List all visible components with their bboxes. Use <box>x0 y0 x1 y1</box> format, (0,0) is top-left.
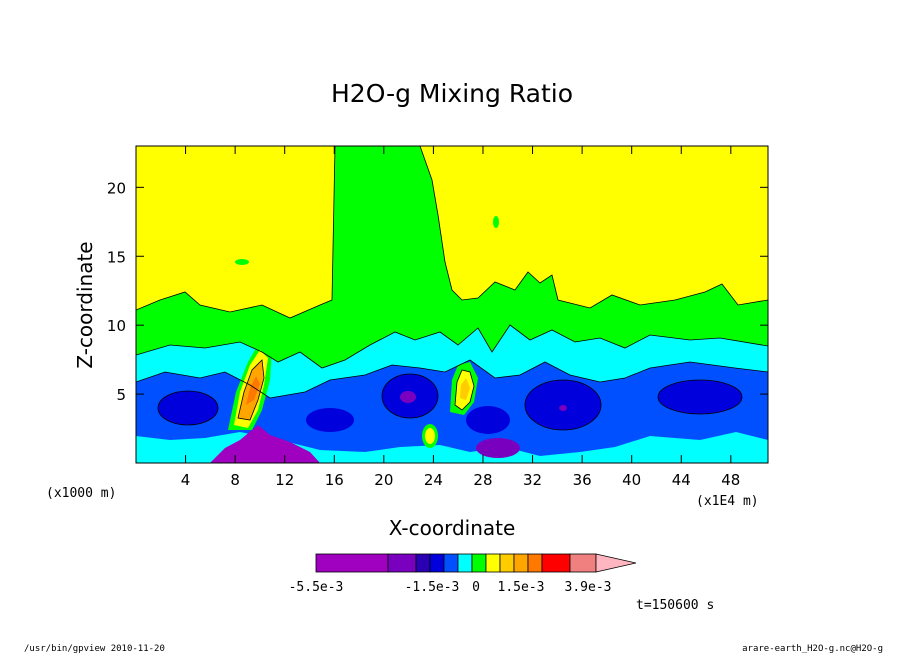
colorbar-swatch <box>415 553 431 573</box>
field-purple-low <box>210 425 320 463</box>
x-tick-label: 12 <box>275 471 294 489</box>
x-tick-label: 20 <box>374 471 393 489</box>
colorbar-swatch <box>541 553 571 573</box>
chart-title: H2O-g Mixing Ratio <box>331 79 573 108</box>
colorbar-swatch <box>429 553 445 573</box>
field-darkblue-5 <box>306 408 354 432</box>
field-darkorange-plume-1 <box>246 376 260 405</box>
x-tick-label: 44 <box>672 471 691 489</box>
colorbar-swatch <box>471 553 487 573</box>
colorbar-swatch <box>485 553 501 573</box>
colorbar-swatch <box>315 553 389 573</box>
time-label: t=150600 s <box>636 598 714 613</box>
x-unit-right-label: (x1E4 m) <box>696 494 759 509</box>
field-green-speck-2 <box>493 216 499 228</box>
x-tick-label: 48 <box>721 471 740 489</box>
colorbar-swatch <box>387 553 417 573</box>
x-tick-label: 36 <box>573 471 592 489</box>
y-axis-label: Z-coordinate <box>73 241 97 368</box>
colorbar-arrow <box>595 553 637 573</box>
x-tick-label: 28 <box>473 471 492 489</box>
x-tick-label: 4 <box>181 471 191 489</box>
y-tick-label: 10 <box>107 317 126 335</box>
colorbar-label-2: -1.5e-3 <box>405 580 460 595</box>
field-indigo-2 <box>559 405 567 411</box>
x-tick-label: 8 <box>230 471 240 489</box>
x-axis: 4 8 12 16 20 24 28 32 36 40 44 48 <box>181 146 740 489</box>
field-indigo-3 <box>476 438 520 458</box>
colorbar-labels: -5.5e-3 -1.5e-3 0 1.5e-3 3.9e-3 <box>289 580 612 595</box>
colorbar-swatch <box>513 553 529 573</box>
colorbar-label-5: 3.9e-3 <box>565 580 612 595</box>
footer-left: /usr/bin/gpview 2010-11-20 <box>24 644 165 654</box>
field-yellow-spot-inner <box>425 428 435 444</box>
colorbar-label-3: 0 <box>472 580 480 595</box>
x-tick-label: 40 <box>622 471 641 489</box>
plot-frame <box>135 145 769 464</box>
colorbar-label-4: 1.5e-3 <box>498 580 545 595</box>
y-tick-label: 20 <box>107 179 126 197</box>
colorbar-swatch <box>569 553 597 573</box>
colorbar-swatch <box>527 553 543 573</box>
x-tick-label: 24 <box>424 471 443 489</box>
field-darkblue-1 <box>158 391 218 425</box>
x-axis-label: X-coordinate <box>389 516 516 540</box>
field-darkblue-6 <box>466 406 510 434</box>
field-orange-plume-2 <box>460 378 470 400</box>
colorbar-swatch <box>499 553 515 573</box>
field-green-speck-1 <box>235 259 249 265</box>
y-tick-label: 15 <box>107 248 126 266</box>
y-tick-label: 5 <box>116 386 126 404</box>
x-tick-label: 16 <box>325 471 344 489</box>
y-axis: 5 10 15 20 <box>107 179 768 404</box>
field-darkblue-4 <box>658 380 742 414</box>
x-tick-label: 32 <box>523 471 542 489</box>
colorbar <box>315 553 637 573</box>
footer-right: arare-earth_H2O-g.nc@H2O-g <box>742 644 883 654</box>
colorbar-swatch <box>457 553 473 573</box>
colorbar-label-1: -5.5e-3 <box>289 580 344 595</box>
colorbar-swatch <box>443 553 459 573</box>
plot-area <box>135 145 769 464</box>
x-unit-left-label: (x1000 m) <box>46 486 116 501</box>
contour-lines <box>136 146 768 431</box>
field-indigo-1 <box>400 391 416 403</box>
